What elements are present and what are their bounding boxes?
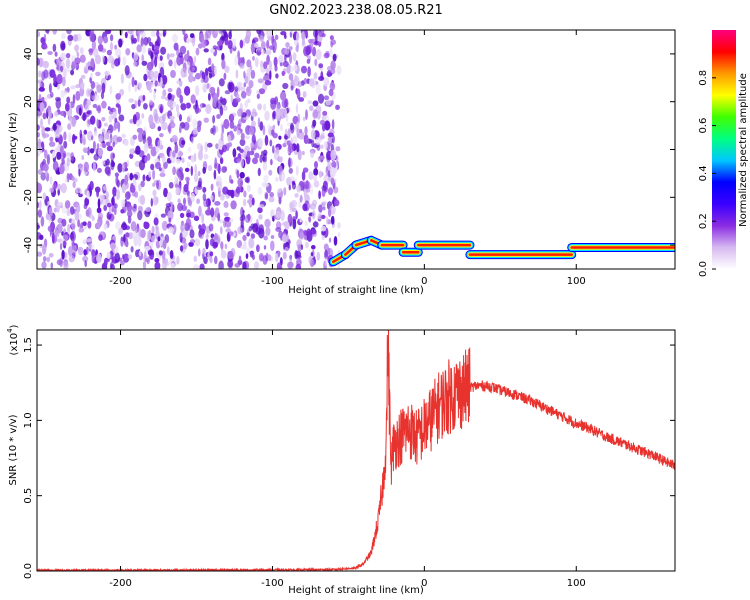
- snr-panel: -200 -100 0 100 0.0 0.5 1.0 1.5 Height of stra…: [6, 324, 676, 596]
- snr-multiplier-exponent: 4: [6, 328, 14, 333]
- snr-x-axis-label: Height of straight line (km): [288, 585, 424, 596]
- colorbar-tick-label: 0.6: [698, 118, 709, 134]
- spectrogram-y-tick-label: 20: [23, 95, 34, 108]
- colorbar-tick-label: 0.0: [698, 261, 709, 277]
- svg-text:(x104): (x104): [6, 324, 20, 355]
- spectrogram-noise: [37, 30, 342, 269]
- colorbar-label: Normalized spectral amplitude: [738, 73, 749, 227]
- colorbar-tick-label: 0.8: [698, 70, 709, 86]
- snr-multiplier-close: ): [9, 324, 20, 328]
- spectrogram-y-tick-label: -40: [23, 237, 34, 253]
- snr-x-tick-label: 0: [421, 578, 427, 589]
- spectrogram-y-tick-label: 0: [23, 146, 34, 152]
- colorbar: 0.0 0.2 0.4 0.6 0.8 Normalized spectral ampl…: [698, 30, 749, 277]
- colorbar-gradient: [712, 30, 736, 269]
- colorbar-tick-label: 0.2: [698, 213, 709, 229]
- spectrogram-x-tick-label: 0: [421, 276, 427, 287]
- snr-y-tick-label: 0.0: [23, 563, 34, 579]
- spectrogram-x-tick-label: -200: [109, 276, 132, 287]
- figure-title: GN02.2023.238.08.05.R21: [269, 3, 443, 18]
- snr-y-tick-label: 0.5: [23, 488, 34, 504]
- spectrogram-ridge: [328, 235, 675, 267]
- snr-frame: [36, 329, 676, 572]
- snr-x-tick-label: 100: [567, 578, 586, 589]
- snr-line: [37, 330, 675, 571]
- spectrogram-plot-area: [37, 30, 675, 269]
- spectrogram-y-tick-label: -20: [23, 189, 34, 205]
- spectrogram-x-axis-label: Height of straight line (km): [288, 285, 424, 296]
- spectrogram-y-axis-label: Frequency (Hz): [8, 112, 19, 188]
- snr-y-tick-label: 1.0: [23, 412, 34, 428]
- snr-y-axis-label: SNR (10 * v/v): [8, 414, 19, 485]
- spectrogram-x-tick-label: 100: [567, 276, 586, 287]
- snr-x-tick-label: -100: [261, 578, 284, 589]
- snr-y-ticks: 0.0 0.5 1.0 1.5: [23, 337, 675, 579]
- spectrogram-y-tick-label: 40: [23, 48, 34, 61]
- spectrogram-x-ticks: -200 -100 0 100: [109, 30, 586, 287]
- snr-plot-area: [37, 330, 675, 571]
- spectrogram-y-ticks: -40 -20 0 20 40: [23, 48, 675, 253]
- snr-y-tick-label: 1.5: [23, 337, 34, 353]
- snr-multiplier: (x104): [6, 324, 20, 355]
- snr-multiplier-base: (x10: [9, 333, 20, 356]
- snr-x-ticks: -200 -100 0 100: [109, 330, 586, 589]
- snr-x-tick-label: -200: [109, 578, 132, 589]
- colorbar-ticks: 0.0 0.2 0.4 0.6 0.8: [698, 70, 716, 277]
- colorbar-tick-label: 0.4: [698, 165, 709, 181]
- spectrogram-x-tick-label: -100: [261, 276, 284, 287]
